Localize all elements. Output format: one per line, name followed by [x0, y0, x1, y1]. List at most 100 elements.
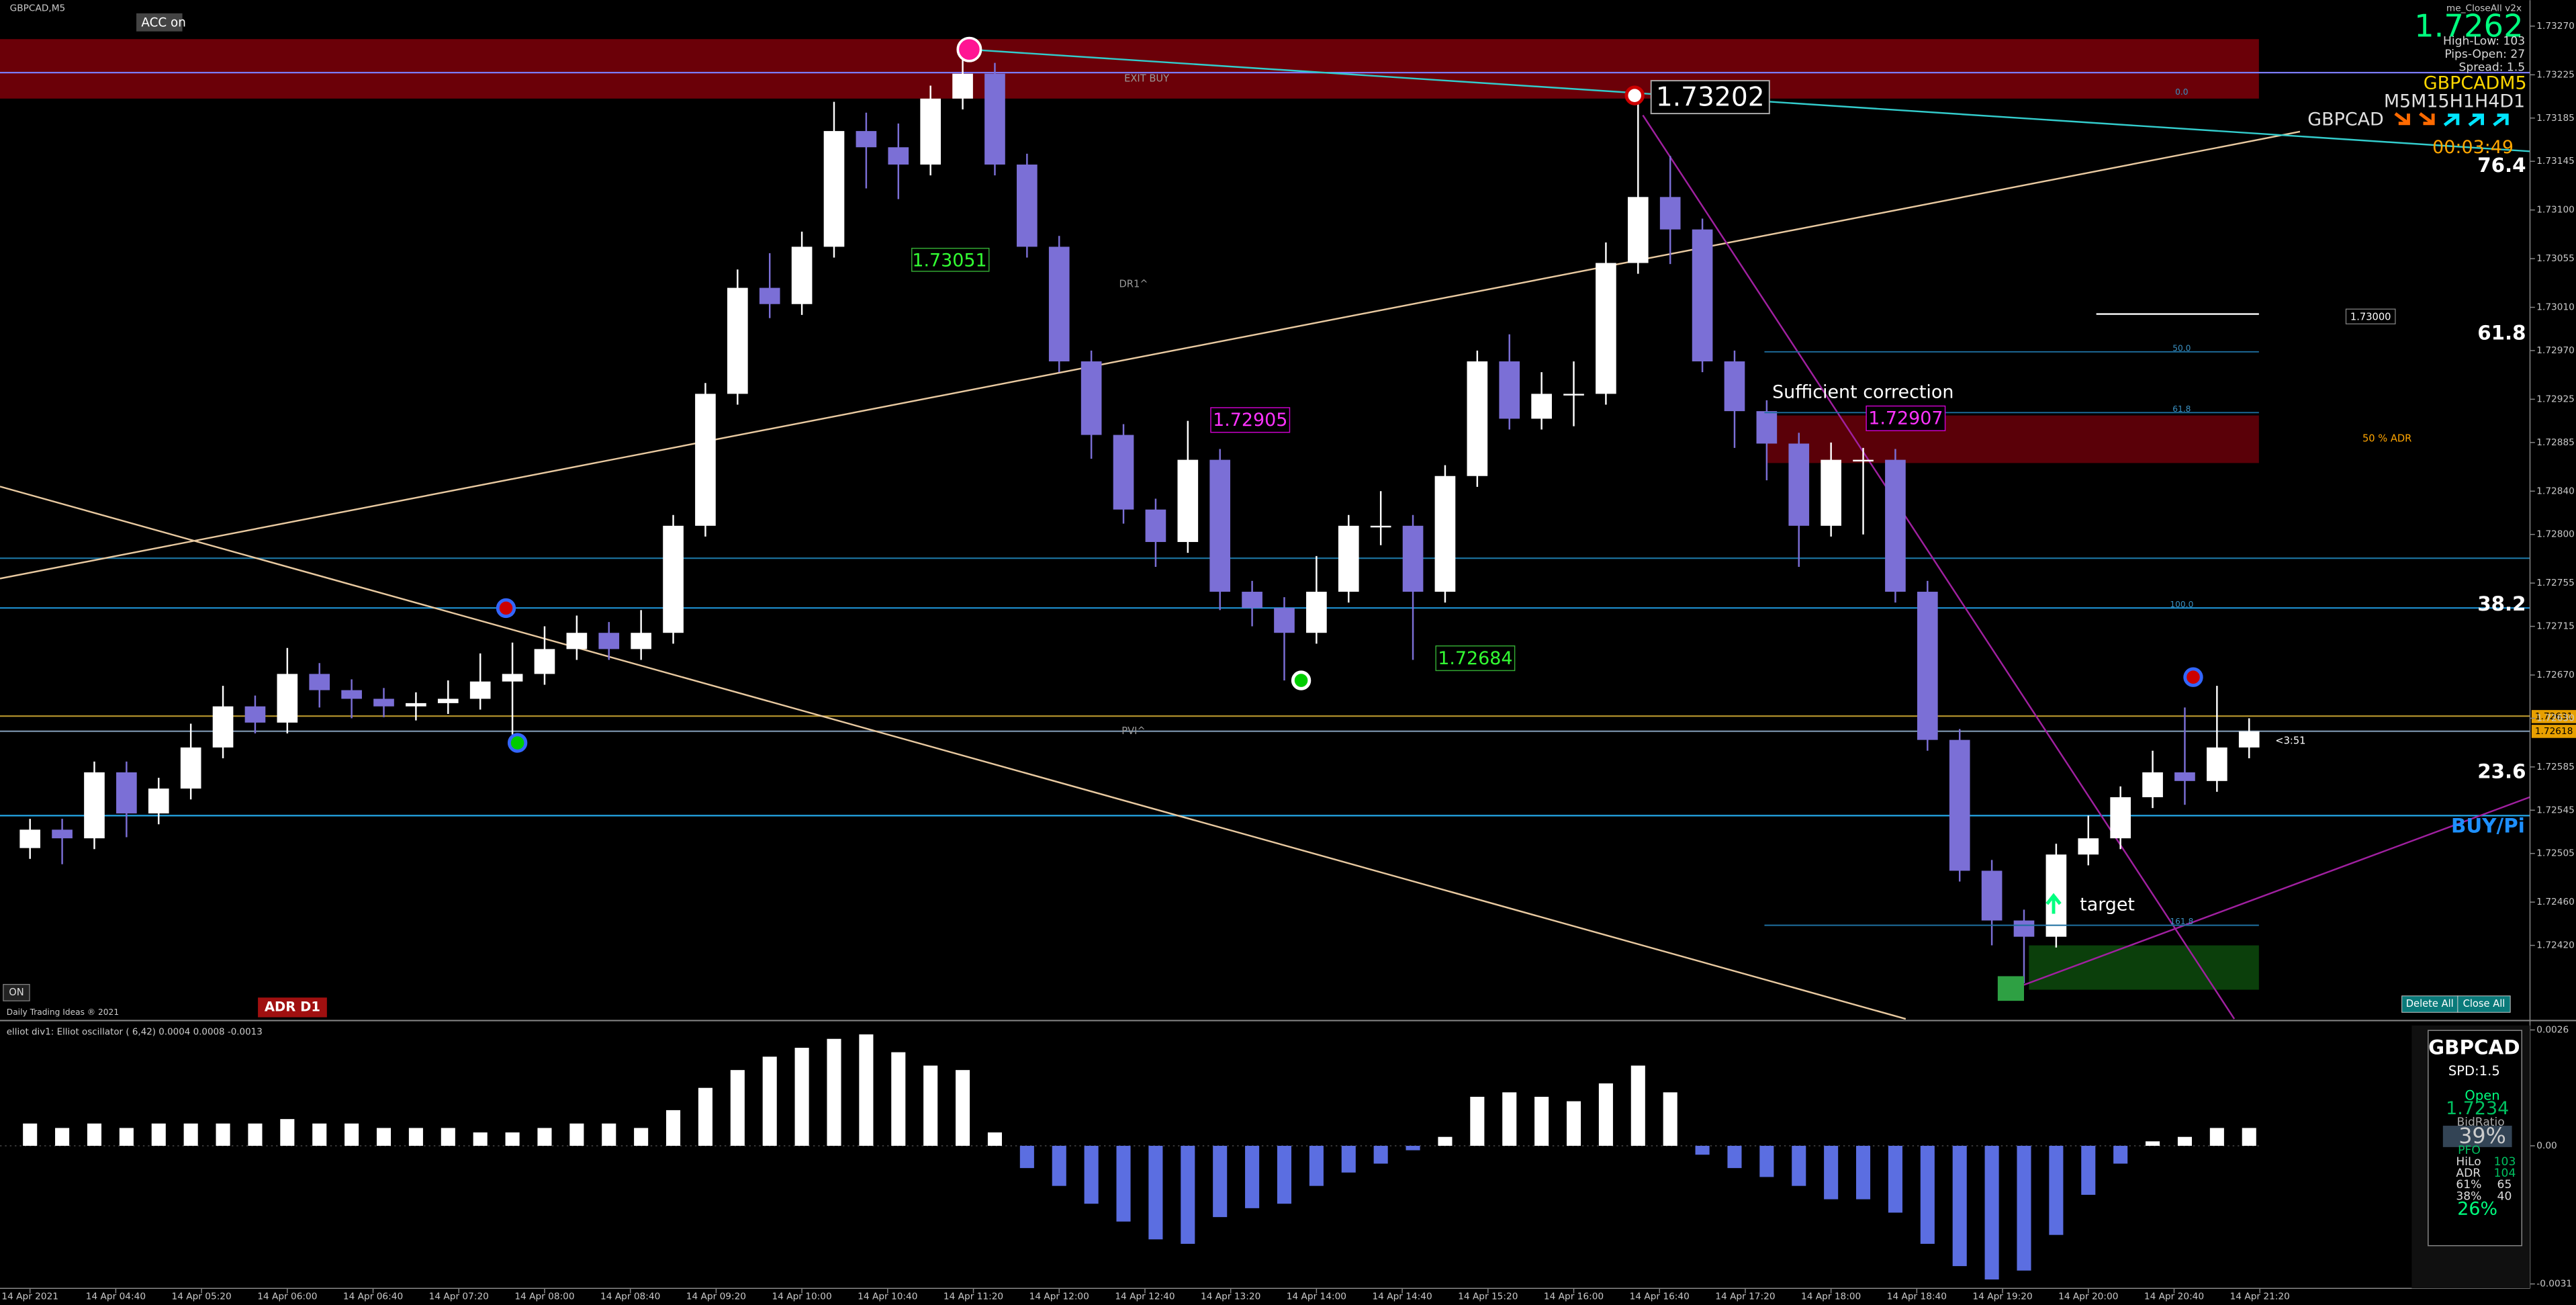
oscillator-bar	[2146, 1141, 2160, 1146]
arrow	[2394, 112, 2410, 126]
y-tick-label: 1.72460	[2536, 897, 2575, 907]
candle-body	[631, 633, 651, 649]
candle-body	[695, 394, 716, 526]
bid-price: 1.7262	[2414, 7, 2524, 44]
oscillator-bar	[151, 1123, 166, 1146]
oscillator-bar	[1984, 1145, 1999, 1279]
candle-body	[952, 73, 973, 99]
candle-body	[1949, 739, 1970, 871]
oscillator-bar	[1920, 1145, 1935, 1244]
close-all-button[interactable]	[2457, 995, 2511, 1013]
y-tick-label: 1.73010	[2536, 302, 2575, 313]
signal-marker	[507, 733, 528, 753]
label-box	[1650, 80, 1770, 115]
timeframes: M5M15H1H4D1	[2384, 91, 2525, 111]
annotation: DR1^	[1119, 279, 1148, 290]
arrow	[2468, 114, 2485, 127]
oscillator-bar	[183, 1123, 198, 1146]
oscillator-bar	[2081, 1145, 2096, 1195]
acc-label[interactable]: ACC on	[141, 16, 185, 30]
oscillator-bar	[1277, 1145, 1292, 1204]
candle-body	[212, 706, 234, 748]
on-box[interactable]	[3, 984, 30, 1001]
x-tick-label: 14 Apr 11:20	[944, 1291, 1003, 1302]
on-label[interactable]: ON	[9, 987, 24, 998]
candle-body	[437, 699, 459, 703]
candle-body	[1563, 394, 1584, 396]
candle-body	[469, 681, 491, 699]
annotation: 1.73000	[2350, 311, 2391, 322]
panel-text: PFO	[2458, 1144, 2481, 1157]
fib-small: 100.0	[2170, 600, 2193, 609]
oscillator-bar	[859, 1034, 874, 1146]
oscillator-bar	[280, 1119, 295, 1146]
adr-label[interactable]: ADR D1	[265, 999, 320, 1014]
adr-box[interactable]	[258, 997, 327, 1018]
oscillator-bar	[762, 1056, 777, 1146]
candle-body	[1434, 476, 1456, 592]
panel-text: SPD:1.5	[2448, 1063, 2500, 1079]
oscillator-bar	[602, 1123, 616, 1146]
y-tick-label: 1.72885	[2536, 437, 2575, 448]
fib-small: 61.8	[2172, 404, 2191, 414]
oscillator-bar	[1856, 1145, 1871, 1200]
candle-body	[1756, 411, 1778, 444]
oscillator-bar	[248, 1123, 263, 1146]
candle-body	[406, 703, 426, 707]
button-label[interactable]: Close All	[2463, 998, 2505, 1009]
x-tick-label: 14 Apr 2021	[1, 1291, 58, 1302]
oscillator-bar	[1148, 1145, 1163, 1240]
oscillator-bar	[55, 1128, 70, 1146]
ratio-box	[2442, 1126, 2512, 1147]
x-tick-label: 14 Apr 18:40	[1887, 1291, 1947, 1302]
arrow	[2493, 114, 2509, 127]
fib-small: 50.0	[2172, 343, 2191, 353]
oscillator-bar	[1406, 1145, 1420, 1151]
acc-box[interactable]	[136, 13, 183, 32]
fib-small: 161.8	[2170, 917, 2193, 926]
x-tick-label: 14 Apr 05:20	[171, 1291, 231, 1302]
y-tick-label: 1.72755	[2536, 578, 2575, 588]
oscillator-bar	[1502, 1092, 1517, 1146]
panel-text: 40	[2497, 1189, 2512, 1203]
oscillator-bar	[2177, 1136, 2192, 1146]
x-tick-label: 14 Apr 12:00	[1029, 1291, 1089, 1302]
panel-text: 39%	[2458, 1124, 2506, 1149]
candle-body	[1499, 361, 1520, 419]
candle-body	[244, 706, 266, 723]
oscillator-bar	[1759, 1145, 1774, 1177]
y-tick-label: 1.73145	[2536, 156, 2575, 167]
signal-marker	[1291, 670, 1312, 690]
panel-text: Open	[2465, 1088, 2499, 1104]
symbol-tf: GBPCADM5	[2424, 73, 2527, 94]
oscillator-bar	[1727, 1145, 1742, 1169]
axes: 1.73270 1.73225 1.73185 1.73145 1.73100 1.730…	[1, 21, 2575, 1302]
oscillator-bar	[987, 1132, 1002, 1146]
high-low: High-Low: 103	[2443, 34, 2525, 48]
candle-body	[277, 674, 298, 723]
y-tick-label: 1.72715	[2536, 621, 2575, 632]
oscillator-bar	[730, 1070, 745, 1146]
candle-body	[920, 98, 941, 165]
annotation: EXIT BUY	[1124, 73, 1169, 85]
panel-text: 103	[2494, 1155, 2516, 1169]
candle-body	[2174, 772, 2195, 781]
y-tick-label: 1.72970	[2536, 345, 2575, 356]
expert-name: me_CloseAll v2x	[2446, 3, 2522, 13]
delete-all-button[interactable]	[2401, 995, 2458, 1013]
x-tick-label: 14 Apr 14:40	[1372, 1291, 1432, 1302]
oscillator-bar	[537, 1128, 552, 1146]
candle-body	[2013, 920, 2035, 937]
candle-body	[1370, 525, 1391, 528]
candle-body	[373, 699, 394, 707]
x-tick-label: 14 Apr 10:40	[858, 1291, 917, 1302]
y-tick-label: 0.0026	[2536, 1024, 2569, 1035]
x-tick-label: 14 Apr 06:00	[257, 1291, 317, 1302]
price-tag-label: 1.72631	[2535, 711, 2573, 722]
trend-line	[2020, 796, 2530, 987]
x-tick-label: 14 Apr 15:20	[1458, 1291, 1518, 1302]
button-label[interactable]: Delete All	[2406, 998, 2454, 1009]
fib-small: 0.0	[2175, 87, 2188, 97]
